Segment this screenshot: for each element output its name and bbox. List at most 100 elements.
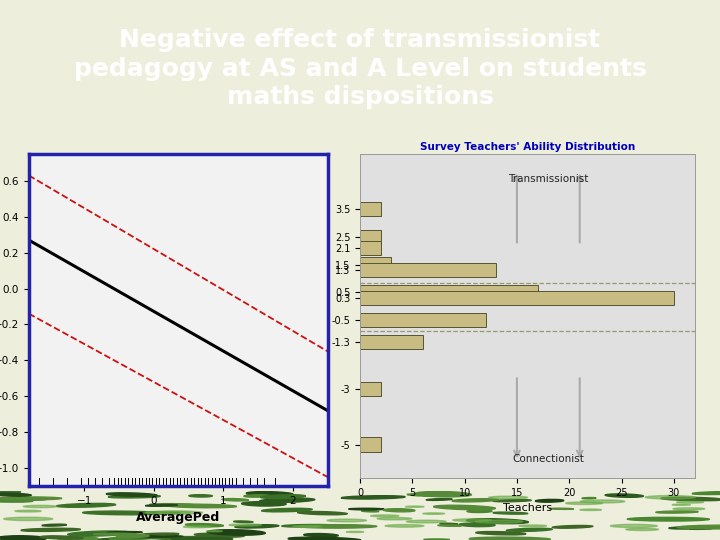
Bar <box>360 258 392 272</box>
Ellipse shape <box>207 530 265 535</box>
Ellipse shape <box>0 493 31 496</box>
Ellipse shape <box>150 504 193 505</box>
Ellipse shape <box>383 509 415 512</box>
Circle shape <box>406 520 446 523</box>
Bar <box>360 202 381 217</box>
Ellipse shape <box>452 498 498 502</box>
Circle shape <box>677 501 703 503</box>
Title: Survey Teachers' Ability Distribution: Survey Teachers' Ability Distribution <box>420 141 635 152</box>
Ellipse shape <box>235 525 279 528</box>
Ellipse shape <box>259 498 315 503</box>
Circle shape <box>405 506 424 508</box>
Ellipse shape <box>552 525 593 528</box>
Ellipse shape <box>0 536 46 540</box>
Ellipse shape <box>341 496 405 499</box>
Ellipse shape <box>627 517 709 521</box>
Circle shape <box>626 528 659 530</box>
Ellipse shape <box>0 498 33 502</box>
Ellipse shape <box>656 511 698 513</box>
Circle shape <box>292 525 321 528</box>
Ellipse shape <box>493 512 528 514</box>
Bar <box>360 285 538 300</box>
Circle shape <box>489 496 528 499</box>
Ellipse shape <box>361 510 379 512</box>
Circle shape <box>23 505 58 508</box>
Bar <box>360 382 381 396</box>
Ellipse shape <box>222 498 248 501</box>
Ellipse shape <box>94 533 135 535</box>
Ellipse shape <box>426 498 452 501</box>
Circle shape <box>371 515 399 517</box>
Circle shape <box>580 509 602 510</box>
Ellipse shape <box>423 539 449 540</box>
Ellipse shape <box>661 497 720 501</box>
Circle shape <box>673 508 705 510</box>
X-axis label: AveragePed: AveragePed <box>136 511 220 524</box>
Circle shape <box>206 531 222 532</box>
Circle shape <box>580 500 625 503</box>
Ellipse shape <box>506 528 552 531</box>
Ellipse shape <box>118 536 162 538</box>
Bar <box>360 263 496 278</box>
Bar <box>360 241 381 255</box>
Ellipse shape <box>0 490 20 494</box>
Ellipse shape <box>300 525 377 528</box>
Ellipse shape <box>108 495 161 498</box>
Ellipse shape <box>459 523 495 526</box>
Ellipse shape <box>185 524 223 527</box>
Ellipse shape <box>415 491 472 497</box>
Ellipse shape <box>407 494 466 496</box>
Ellipse shape <box>146 535 183 537</box>
Circle shape <box>229 524 261 526</box>
Circle shape <box>566 502 603 504</box>
Ellipse shape <box>107 493 157 496</box>
Ellipse shape <box>288 537 361 540</box>
Ellipse shape <box>678 525 720 529</box>
Ellipse shape <box>246 491 293 496</box>
Ellipse shape <box>438 525 462 526</box>
Circle shape <box>385 524 424 527</box>
Ellipse shape <box>690 528 713 529</box>
Ellipse shape <box>692 491 720 495</box>
Ellipse shape <box>42 524 67 526</box>
Ellipse shape <box>242 502 286 506</box>
Bar <box>360 230 381 244</box>
Ellipse shape <box>0 498 46 500</box>
Ellipse shape <box>535 500 564 502</box>
Ellipse shape <box>297 511 347 515</box>
Ellipse shape <box>440 523 458 525</box>
Ellipse shape <box>476 531 526 535</box>
Bar <box>360 335 423 349</box>
Ellipse shape <box>433 505 495 510</box>
Circle shape <box>4 517 53 521</box>
Circle shape <box>474 520 523 523</box>
Ellipse shape <box>244 495 269 497</box>
Ellipse shape <box>109 536 160 539</box>
Ellipse shape <box>135 512 180 514</box>
Ellipse shape <box>145 504 177 507</box>
Ellipse shape <box>21 528 81 531</box>
Circle shape <box>645 496 696 499</box>
Ellipse shape <box>40 536 83 539</box>
Bar <box>360 291 674 305</box>
Text: Transmissionist: Transmissionist <box>508 174 588 184</box>
Circle shape <box>327 519 366 522</box>
Ellipse shape <box>68 531 132 536</box>
Ellipse shape <box>107 531 142 533</box>
Ellipse shape <box>467 519 528 524</box>
Ellipse shape <box>467 510 492 512</box>
Circle shape <box>157 511 203 514</box>
Circle shape <box>15 510 41 512</box>
Ellipse shape <box>56 503 116 507</box>
Ellipse shape <box>165 504 237 508</box>
Circle shape <box>145 511 191 514</box>
Circle shape <box>377 517 412 520</box>
Circle shape <box>346 531 364 532</box>
Ellipse shape <box>348 508 384 510</box>
Ellipse shape <box>549 508 574 509</box>
Circle shape <box>453 519 492 522</box>
Ellipse shape <box>83 511 161 515</box>
Circle shape <box>518 525 546 527</box>
Text: Connectionist: Connectionist <box>513 454 584 463</box>
Ellipse shape <box>0 497 62 500</box>
